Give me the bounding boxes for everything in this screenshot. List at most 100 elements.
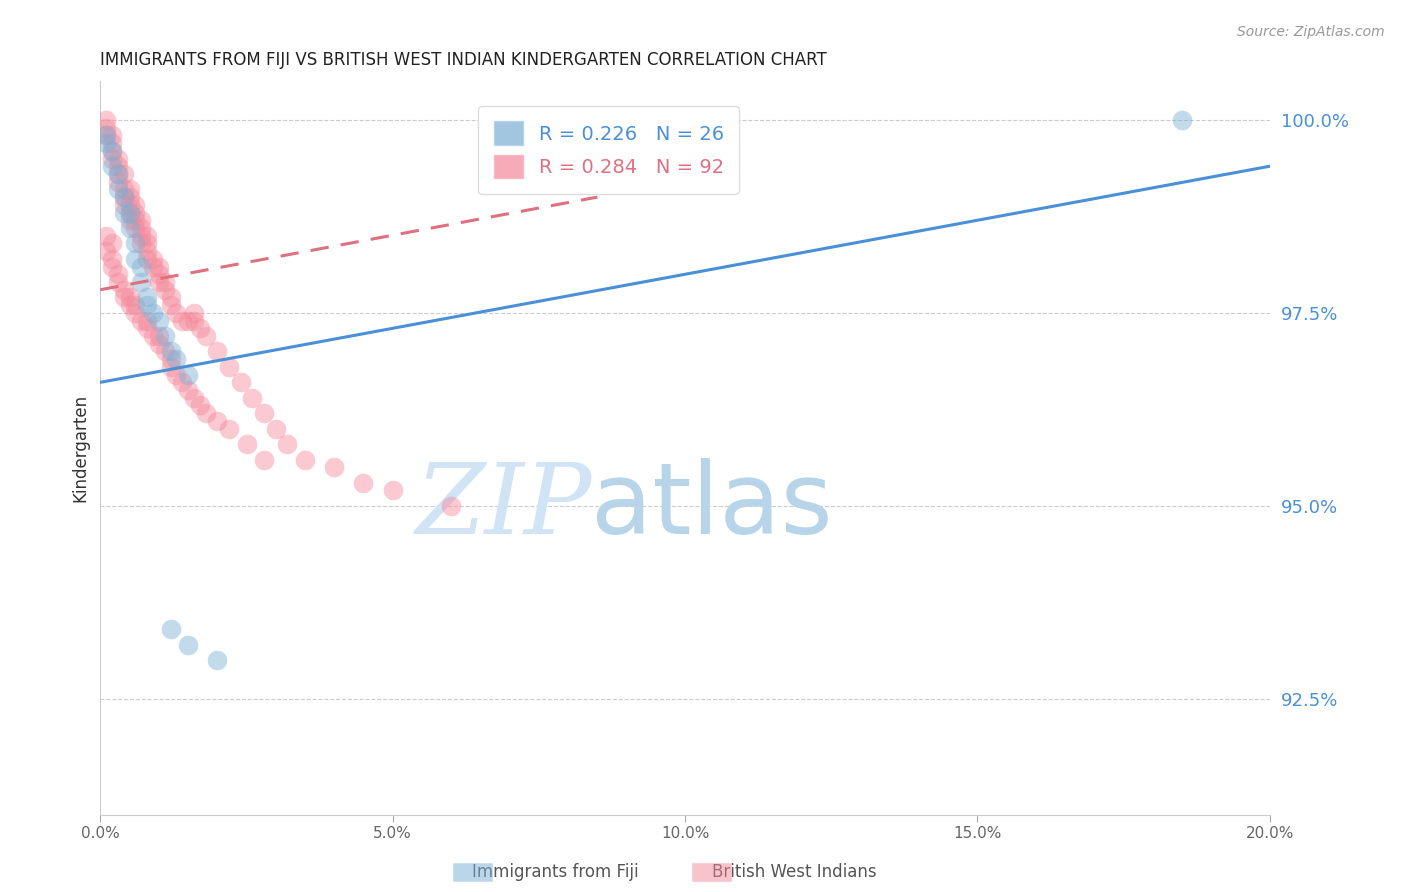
Point [112,205,135,219]
Point [229,376,252,390]
Point [124,213,146,227]
Point [107,267,129,281]
Point [107,175,129,189]
Point [148,336,170,351]
Point [129,221,152,235]
Point [148,260,170,274]
Legend: R = 0.226   N = 26, R = 0.284   N = 92: R = 0.226 N = 26, R = 0.284 N = 92 [478,106,740,194]
Point [118,205,141,219]
Point [101,136,124,150]
Text: Source: ZipAtlas.com: Source: ZipAtlas.com [1237,25,1385,39]
Point [96,128,118,143]
Text: atlas: atlas [592,458,834,555]
Point [165,352,187,367]
Y-axis label: Kindergarten: Kindergarten [72,394,89,502]
Point [153,329,176,343]
Point [112,290,135,304]
Point [107,167,129,181]
Point [207,414,229,428]
Point [148,275,170,289]
Point [124,306,146,320]
Point [159,622,181,636]
Point [101,144,124,158]
Point [142,329,165,343]
Point [194,329,217,343]
Point [240,391,263,405]
Point [124,252,146,266]
Point [136,298,159,312]
Point [124,298,146,312]
Point [129,313,152,327]
Point [124,221,146,235]
Point [118,182,141,196]
Point [101,128,124,143]
Point [129,275,152,289]
Point [207,653,229,667]
Point [112,167,135,181]
Point [148,267,170,281]
Point [118,221,141,235]
Point [118,205,141,219]
Point [118,298,141,312]
Point [264,422,287,436]
Point [165,368,187,382]
Point [235,437,257,451]
Point [101,260,124,274]
Point [107,152,129,166]
Point [96,128,118,143]
Point [101,152,124,166]
Point [112,283,135,297]
Point [353,475,375,490]
Point [153,275,176,289]
Point [118,198,141,212]
Point [101,144,124,158]
Point [112,190,135,204]
Point [96,244,118,259]
Point [177,638,200,652]
Point [96,136,118,150]
Point [294,452,316,467]
Text: IMMIGRANTS FROM FIJI VS BRITISH WEST INDIAN KINDERGARTEN CORRELATION CHART: IMMIGRANTS FROM FIJI VS BRITISH WEST IND… [100,51,827,69]
Point [112,190,135,204]
Point [159,298,181,312]
Point [107,167,129,181]
Point [172,376,194,390]
Point [136,244,159,259]
Point [136,321,159,335]
Point [276,437,298,451]
Point [142,260,165,274]
Point [440,499,463,513]
Point [253,406,276,420]
Point [177,368,200,382]
Text: ZIP: ZIP [415,459,592,554]
Point [112,182,135,196]
Point [172,313,194,327]
Point [159,344,181,359]
Point [101,252,124,266]
Point [118,213,141,227]
Point [112,198,135,212]
Point [124,198,146,212]
Text: Immigrants from Fiji: Immigrants from Fiji [472,863,638,881]
Point [101,159,124,173]
Point [153,283,176,297]
Point [218,422,240,436]
Point [136,290,159,304]
Point [148,313,170,327]
Point [118,190,141,204]
Point [96,112,118,127]
Point [136,228,159,243]
Point [183,391,205,405]
Point [136,313,159,327]
Point [188,321,211,335]
Point [101,236,124,251]
Point [129,260,152,274]
Point [136,236,159,251]
Point [188,399,211,413]
Point [218,359,240,374]
Point [183,313,205,327]
Point [129,213,152,227]
Point [194,406,217,420]
Point [107,275,129,289]
Text: British West Indians: British West Indians [711,863,877,881]
